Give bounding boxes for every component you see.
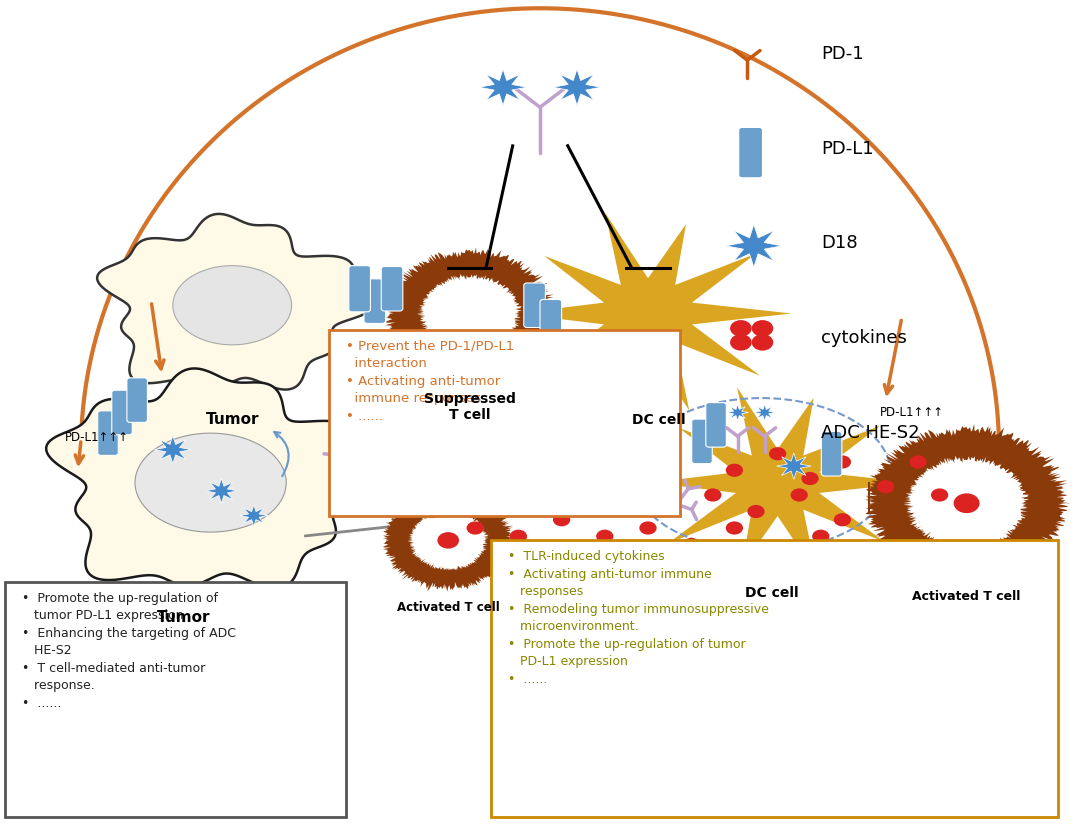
Text: Tumor: Tumor bbox=[157, 610, 211, 625]
Text: • Prevent the PD-1/PD-L1
  interaction
• Activating anti-tumor
  immune response: • Prevent the PD-1/PD-L1 interaction • A… bbox=[346, 340, 514, 423]
Circle shape bbox=[596, 455, 613, 469]
Text: D18: D18 bbox=[821, 234, 858, 252]
Text: PD-L1↑↑↑: PD-L1↑↑↑ bbox=[65, 431, 129, 444]
Circle shape bbox=[747, 505, 765, 518]
Circle shape bbox=[726, 464, 743, 477]
Circle shape bbox=[683, 538, 700, 551]
Text: PD-L1↑↑↑: PD-L1↑↑↑ bbox=[880, 406, 944, 419]
Circle shape bbox=[639, 521, 657, 535]
Polygon shape bbox=[135, 433, 286, 532]
Circle shape bbox=[877, 480, 894, 493]
Circle shape bbox=[423, 431, 441, 444]
Polygon shape bbox=[382, 489, 515, 592]
Text: DC cell: DC cell bbox=[745, 586, 799, 600]
Circle shape bbox=[531, 497, 549, 510]
Polygon shape bbox=[480, 69, 527, 106]
Circle shape bbox=[467, 521, 484, 535]
Circle shape bbox=[456, 455, 473, 469]
Ellipse shape bbox=[615, 292, 681, 335]
Polygon shape bbox=[515, 213, 792, 410]
Ellipse shape bbox=[746, 462, 809, 503]
Circle shape bbox=[752, 334, 773, 351]
Circle shape bbox=[661, 497, 678, 510]
FancyBboxPatch shape bbox=[822, 431, 842, 476]
Text: Suppressed
T cell: Suppressed T cell bbox=[423, 392, 516, 422]
Circle shape bbox=[730, 320, 752, 337]
Circle shape bbox=[812, 530, 829, 543]
Circle shape bbox=[629, 431, 646, 444]
Polygon shape bbox=[754, 404, 775, 421]
Polygon shape bbox=[553, 69, 600, 106]
FancyBboxPatch shape bbox=[127, 378, 147, 422]
Circle shape bbox=[769, 447, 786, 460]
Circle shape bbox=[769, 546, 786, 559]
Text: DC cell: DC cell bbox=[632, 412, 686, 427]
Circle shape bbox=[531, 447, 549, 460]
FancyBboxPatch shape bbox=[706, 403, 726, 447]
Polygon shape bbox=[384, 248, 556, 380]
Circle shape bbox=[553, 513, 570, 526]
Text: Activated T cell: Activated T cell bbox=[913, 590, 1021, 603]
FancyBboxPatch shape bbox=[524, 283, 545, 328]
Text: Tumor: Tumor bbox=[205, 412, 259, 427]
Circle shape bbox=[391, 464, 408, 477]
Polygon shape bbox=[97, 214, 378, 389]
Text: PD-1: PD-1 bbox=[821, 45, 863, 63]
Text: Activated T cell: Activated T cell bbox=[396, 601, 500, 614]
FancyBboxPatch shape bbox=[5, 582, 346, 817]
FancyBboxPatch shape bbox=[491, 540, 1058, 817]
Text: •  TLR-induced cytokines
•  Activating anti-tumor immune
   responses
•  Remodel: • TLR-induced cytokines • Activating ant… bbox=[508, 550, 769, 686]
Circle shape bbox=[661, 455, 678, 469]
Circle shape bbox=[499, 422, 516, 436]
Circle shape bbox=[834, 455, 851, 469]
Circle shape bbox=[596, 530, 613, 543]
Circle shape bbox=[931, 488, 948, 502]
Circle shape bbox=[801, 472, 819, 485]
Circle shape bbox=[726, 521, 743, 535]
Circle shape bbox=[423, 505, 441, 518]
Text: PD-L1: PD-L1 bbox=[821, 139, 874, 158]
Polygon shape bbox=[777, 453, 811, 479]
Text: ADC HE-S2: ADC HE-S2 bbox=[821, 424, 919, 442]
Circle shape bbox=[834, 513, 851, 526]
Circle shape bbox=[488, 480, 505, 493]
Circle shape bbox=[564, 431, 581, 444]
FancyBboxPatch shape bbox=[97, 411, 119, 455]
Polygon shape bbox=[651, 387, 914, 574]
FancyBboxPatch shape bbox=[739, 128, 762, 178]
FancyBboxPatch shape bbox=[364, 279, 386, 323]
Circle shape bbox=[909, 455, 927, 469]
Polygon shape bbox=[726, 224, 782, 267]
Text: •  Promote the up-regulation of
   tumor PD-L1 expression
•  Enhancing the targe: • Promote the up-regulation of tumor PD-… bbox=[22, 592, 235, 710]
Polygon shape bbox=[46, 369, 389, 588]
Polygon shape bbox=[205, 478, 238, 503]
Polygon shape bbox=[864, 424, 1070, 582]
Circle shape bbox=[402, 480, 419, 493]
Circle shape bbox=[693, 439, 711, 452]
Circle shape bbox=[730, 334, 752, 351]
Circle shape bbox=[791, 488, 808, 502]
Circle shape bbox=[437, 532, 459, 549]
FancyBboxPatch shape bbox=[112, 390, 133, 435]
Circle shape bbox=[575, 488, 592, 502]
Polygon shape bbox=[727, 404, 748, 421]
FancyBboxPatch shape bbox=[381, 266, 403, 311]
Circle shape bbox=[752, 320, 773, 337]
Circle shape bbox=[618, 480, 635, 493]
Polygon shape bbox=[240, 505, 268, 526]
FancyBboxPatch shape bbox=[540, 299, 562, 344]
Circle shape bbox=[510, 530, 527, 543]
Polygon shape bbox=[173, 266, 292, 345]
Circle shape bbox=[359, 439, 376, 452]
Circle shape bbox=[704, 488, 721, 502]
FancyBboxPatch shape bbox=[349, 266, 370, 312]
FancyBboxPatch shape bbox=[329, 330, 680, 516]
Circle shape bbox=[954, 493, 980, 513]
FancyBboxPatch shape bbox=[692, 419, 713, 464]
Polygon shape bbox=[154, 436, 191, 464]
Text: cytokines: cytokines bbox=[821, 329, 907, 347]
